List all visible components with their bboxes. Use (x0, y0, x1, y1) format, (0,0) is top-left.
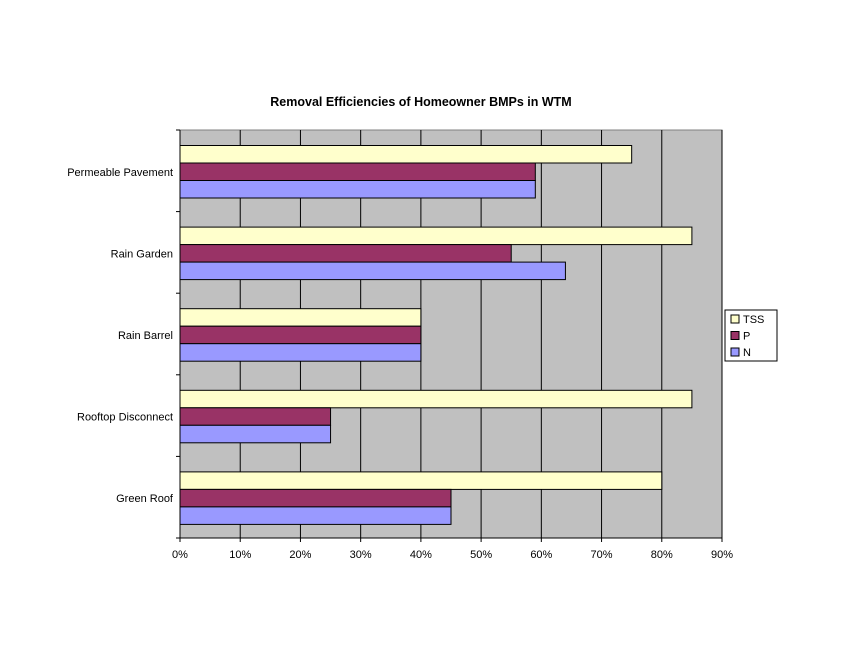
category-label: Rain Barrel (118, 330, 173, 342)
bar-n (179, 424, 332, 444)
category-label: Permeable Pavement (67, 167, 173, 179)
x-tick-label: 80% (651, 549, 673, 561)
bar-n (179, 506, 452, 525)
category-label: Green Roof (116, 493, 174, 505)
legend: TSS PN (724, 309, 778, 362)
category-label: Rooftop Disconnect (77, 412, 173, 424)
chart-title: Removal Efficiencies of Homeowner BMPs i… (270, 95, 571, 109)
bar-n (179, 180, 536, 199)
x-tick-label: 40% (410, 549, 432, 561)
legend-swatch-p (730, 331, 740, 340)
legend-label-p: P (743, 331, 750, 343)
bar-tss (179, 389, 693, 409)
x-tick-label: 10% (229, 549, 251, 561)
bar-tss (179, 471, 663, 490)
category-label: Rain Garden (111, 248, 173, 260)
x-tick-label: 50% (470, 549, 492, 561)
bar-n (179, 261, 566, 281)
bar-p (179, 488, 452, 508)
legend-label-n: N (743, 347, 751, 359)
legend-swatch-tss (730, 314, 740, 324)
bar-tss (179, 226, 693, 246)
x-tick-label: 20% (289, 549, 311, 561)
bar-tss (179, 145, 633, 164)
bar-p (179, 162, 536, 181)
x-tick-label: 90% (711, 549, 733, 561)
bar-n (179, 343, 422, 362)
legend-swatch-n (730, 347, 740, 357)
x-tick-label: 70% (591, 549, 613, 561)
x-tick-label: 0% (172, 549, 188, 561)
bar-tss (179, 308, 422, 327)
x-tick-label: 60% (530, 549, 552, 561)
plot-area: 0% 10% 20% 30% 40% 50% 60% 70% 80% 90% Permeable P… (67, 129, 733, 561)
x-tick-label: 30% (350, 549, 372, 561)
bar-p (179, 244, 512, 263)
legend-label-tss: TSS (743, 314, 764, 326)
bar-p (179, 325, 422, 345)
bar-p (179, 407, 332, 426)
